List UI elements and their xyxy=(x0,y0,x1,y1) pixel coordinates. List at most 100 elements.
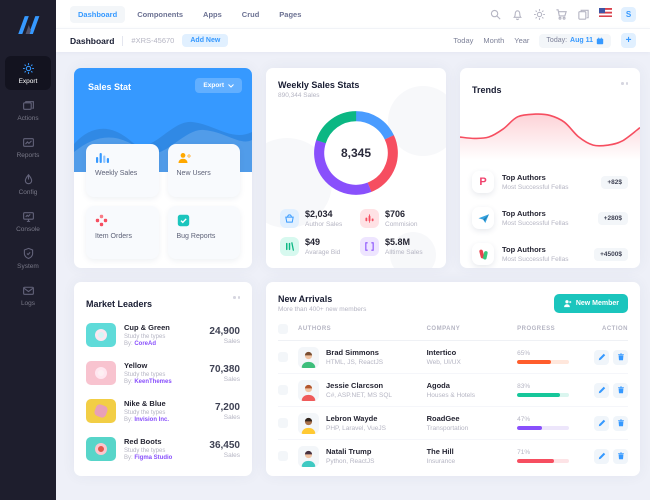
trend-item-title[interactable]: Top Authors xyxy=(502,209,546,218)
range-year[interactable]: Year xyxy=(514,36,530,45)
bell-icon[interactable] xyxy=(511,8,524,21)
sidebar-item-reports[interactable]: Reports xyxy=(5,130,51,164)
delete-button[interactable] xyxy=(613,382,628,398)
row-checkbox[interactable] xyxy=(278,352,288,362)
stat-value: $706 xyxy=(385,209,406,219)
column-header[interactable]: Authors xyxy=(298,326,332,332)
product-name[interactable]: Yellow xyxy=(124,361,148,370)
row-checkbox[interactable] xyxy=(278,385,288,395)
select-all-checkbox[interactable] xyxy=(278,324,288,334)
gear-icon xyxy=(22,63,34,74)
sidebar-item-config[interactable]: Config xyxy=(5,167,51,201)
export-dropdown-button[interactable]: Export xyxy=(195,78,242,93)
card-menu-button[interactable] xyxy=(621,82,628,85)
tile-bug-reports[interactable]: Bug Reports xyxy=(167,206,240,259)
user-avatar[interactable]: S xyxy=(621,6,636,22)
edit-button[interactable] xyxy=(594,415,609,431)
sidebar-item-system[interactable]: System xyxy=(5,241,51,275)
sales-unit: Sales xyxy=(223,337,240,345)
progress-bar xyxy=(517,360,570,364)
stat-label: Commision xyxy=(385,221,418,228)
product-desc: Study the types xyxy=(124,333,166,340)
author-name[interactable]: Brad Simmons xyxy=(326,348,379,358)
tile-new-users[interactable]: New Users xyxy=(167,144,240,197)
product-name[interactable]: Cup & Green xyxy=(124,323,170,332)
nav-pages[interactable]: Pages xyxy=(279,9,302,19)
range-month[interactable]: Month xyxy=(483,36,505,45)
delete-button[interactable] xyxy=(613,349,628,365)
trend-item[interactable]: P Top Authors Most Successful Fellas +82… xyxy=(472,164,628,200)
market-leaders-list: Cup & Green Study the types By: CoreAd 2… xyxy=(74,312,252,472)
nav-dashboard[interactable]: Dashboard xyxy=(70,5,126,23)
sidebar-item-label: Logs xyxy=(20,300,36,307)
row-checkbox[interactable] xyxy=(278,418,288,428)
sidebar-menu: Export Actions Reports Config xyxy=(5,56,51,312)
stat-commission: $706 Commision xyxy=(360,209,432,228)
us-flag-icon[interactable] xyxy=(599,7,612,21)
delete-button[interactable] xyxy=(613,415,628,431)
sidebar-item-export[interactable]: Export xyxy=(5,56,51,90)
trend-item-title[interactable]: Top Authors xyxy=(502,173,546,182)
trash-icon xyxy=(617,452,624,460)
delete-button[interactable] xyxy=(613,448,628,464)
product-name[interactable]: Red Boots xyxy=(124,437,162,446)
list-item[interactable]: Red Boots Study the types By: Figma Stud… xyxy=(86,430,240,468)
cart-icon[interactable] xyxy=(555,8,568,21)
list-item[interactable]: Cup & Green Study the types By: CoreAd 2… xyxy=(86,316,240,354)
list-item[interactable]: Yellow Study the types By: KeenThemes 70… xyxy=(86,354,240,392)
date-picker[interactable]: Today: Aug 11 xyxy=(539,33,611,48)
gear-icon[interactable] xyxy=(533,8,546,21)
search-icon[interactable] xyxy=(489,8,502,21)
trend-item[interactable]: Top Authors Most Successful Fellas +4500… xyxy=(472,236,628,268)
tile-item-orders[interactable]: Item Orders xyxy=(86,206,159,259)
tile-weekly-sales[interactable]: Weekly Sales xyxy=(86,144,159,197)
mail-icon xyxy=(22,286,34,295)
list-item[interactable]: Nike & Blue Study the types By: Invision… xyxy=(86,392,240,430)
sidebar-item-logs[interactable]: Logs xyxy=(5,278,51,312)
author-name[interactable]: Natali Trump xyxy=(326,447,372,457)
vendor-link[interactable]: CoreAd xyxy=(134,341,157,347)
quick-add-button[interactable]: + xyxy=(621,33,636,48)
stat-alltime-sales: $5.8M Alltime Sales xyxy=(360,237,432,256)
nav-crud[interactable]: Crud xyxy=(241,9,260,19)
stat-value: $49 xyxy=(305,237,321,247)
product-name[interactable]: Nike & Blue xyxy=(124,399,166,408)
nav-components[interactable]: Components xyxy=(137,9,184,19)
trend-item-title[interactable]: Top Authors xyxy=(502,245,546,254)
toolbar-right: Today Month Year Today: Aug 11 + xyxy=(453,33,636,48)
brand-logo[interactable] xyxy=(0,0,56,50)
edit-button[interactable] xyxy=(594,448,609,464)
column-header[interactable]: Progress xyxy=(517,326,556,332)
layers-icon xyxy=(22,101,34,110)
stat-label: Alltime Sales xyxy=(385,249,423,256)
vendor-link[interactable]: Invision Inc. xyxy=(134,417,170,423)
range-today[interactable]: Today xyxy=(453,36,474,45)
stat-author-sales: $2,034 Author Sales xyxy=(280,209,352,228)
divider xyxy=(122,35,124,46)
nav-apps[interactable]: Apps xyxy=(203,9,222,19)
author-name[interactable]: Lebron Wayde xyxy=(326,414,378,424)
copy-icon[interactable] xyxy=(577,8,590,21)
edit-button[interactable] xyxy=(594,382,609,398)
add-new-button[interactable]: Add New xyxy=(182,34,229,47)
vendor-link[interactable]: Figma Studio xyxy=(134,455,173,461)
sales-value: 36,450 xyxy=(209,439,240,451)
column-header[interactable]: Company xyxy=(426,326,461,332)
company-name: The Hill xyxy=(426,447,454,457)
new-member-button[interactable]: New Member xyxy=(553,294,628,313)
progress-label: 71% xyxy=(517,449,531,457)
edit-button[interactable] xyxy=(594,349,609,365)
trend-item-subtitle: Most Successful Fellas xyxy=(502,256,569,263)
company-name: Agoda xyxy=(426,381,450,391)
sidebar-item-label: Actions xyxy=(17,115,39,122)
row-checkbox[interactable] xyxy=(278,451,288,461)
sidebar: Export Actions Reports Config xyxy=(0,0,56,500)
vendor-link[interactable]: KeenThemes xyxy=(134,379,172,385)
sidebar-item-actions[interactable]: Actions xyxy=(5,93,51,127)
trash-icon xyxy=(617,419,624,427)
trend-item[interactable]: Top Authors Most Successful Fellas +280$ xyxy=(472,200,628,236)
card-menu-button[interactable] xyxy=(233,296,240,299)
product-desc: Study the types xyxy=(124,447,166,454)
author-name[interactable]: Jessie Clarcson xyxy=(326,381,384,391)
sidebar-item-console[interactable]: Console xyxy=(5,204,51,238)
